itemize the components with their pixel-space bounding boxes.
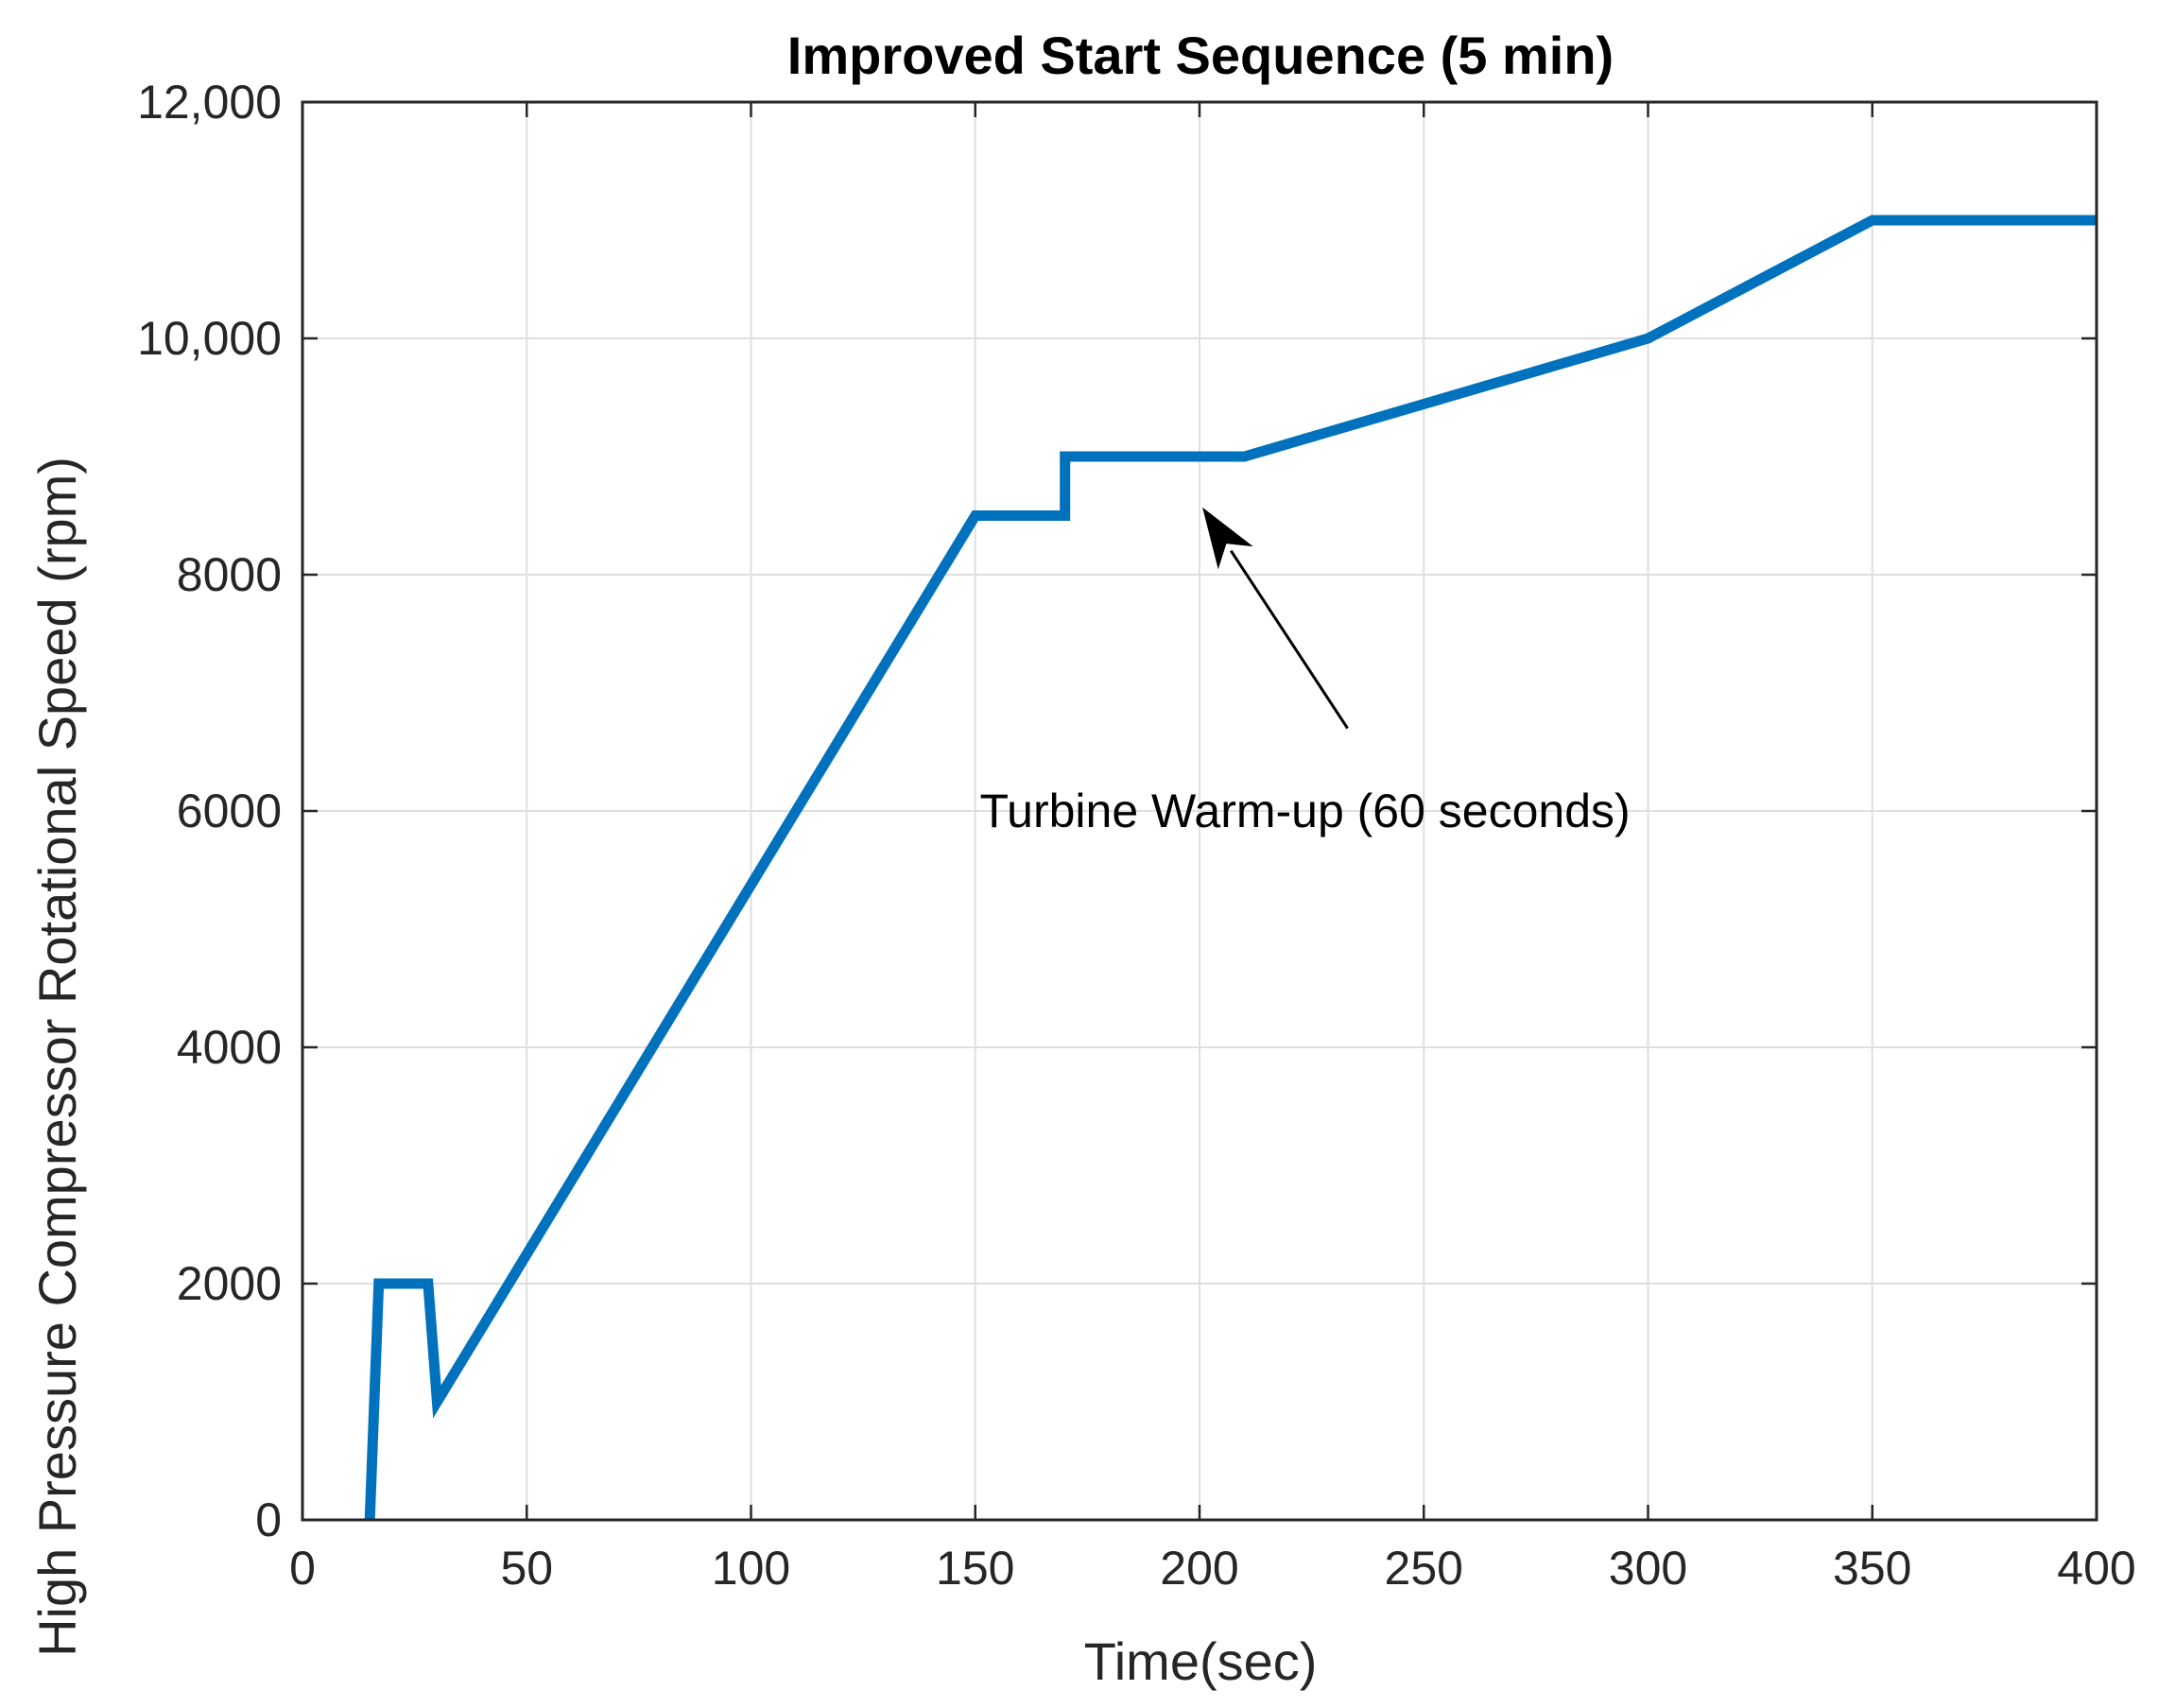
axes [301, 100, 2098, 1522]
annotation-arrow-shaft [1230, 549, 1349, 730]
x-tick-label: 50 [500, 1542, 553, 1595]
annotations: Turbine Warm-up (60 seconds) [979, 507, 1631, 837]
x-tick-label: 400 [2057, 1542, 2135, 1595]
x-tick-label: 200 [1160, 1542, 1238, 1595]
series-line [364, 215, 2097, 1521]
x-tick-label: 250 [1385, 1542, 1463, 1595]
x-tick-label: 150 [936, 1542, 1014, 1595]
y-tick-label: 0 [255, 1493, 282, 1546]
x-tick-label: 100 [712, 1542, 790, 1595]
x-tick-label: 0 [289, 1542, 316, 1595]
plot-frame [301, 100, 2098, 1522]
y-tick-label: 6000 [177, 785, 282, 837]
data-series [364, 215, 2097, 1521]
tick-labels: 0 50 100 150 200 250 300 350 4000200040006000800… [137, 76, 2136, 1595]
y-tick-label: 4000 [177, 1021, 282, 1074]
annotation-arrow-head [1202, 507, 1253, 570]
y-tick-label: 2000 [177, 1257, 282, 1310]
y-tick-label: 10,000 [137, 312, 282, 365]
y-axis-label: High Pressure Compressor Rotational Spee… [27, 457, 87, 1657]
annotation-text: Turbine Warm-up (60 seconds) [979, 785, 1630, 837]
chart-title: Improved Start Sequence (5 min) [787, 26, 1614, 85]
y-tick-label: 8000 [177, 548, 282, 601]
x-tick-label: 300 [1609, 1542, 1687, 1595]
y-tick-label: 12,000 [137, 76, 282, 129]
x-axis-label: Time(sec) [1084, 1631, 1318, 1691]
x-tick-label: 350 [1833, 1542, 1911, 1595]
